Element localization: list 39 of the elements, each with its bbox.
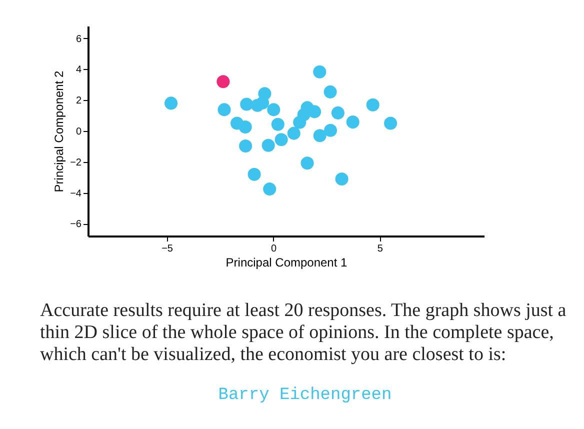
- point: [218, 103, 231, 116]
- point: [274, 133, 288, 146]
- point: [313, 129, 326, 142]
- y-tick-label: 2: [76, 96, 82, 107]
- point: [335, 172, 348, 186]
- point: [240, 98, 254, 111]
- point: [239, 139, 252, 152]
- y-tick-label: −2: [70, 157, 82, 168]
- text: Barry Eichengreen: [218, 386, 392, 405]
- x-tick-label: −5: [162, 244, 174, 254]
- point: [238, 120, 252, 134]
- y-tick-label: 0: [76, 126, 82, 138]
- point: [308, 105, 322, 118]
- point: [331, 106, 344, 120]
- point: [271, 118, 284, 131]
- point: [287, 126, 300, 140]
- point: [384, 116, 398, 130]
- point: [324, 124, 338, 137]
- point: [300, 156, 314, 170]
- y-tick-label: −6: [70, 219, 82, 230]
- point: [216, 75, 230, 88]
- text: Accurate results require at least 20 responses. The graph shows just a thin 2D slice of the whole space of opinions. In the complete space, which can't be visualized, the economist you are closest to is:: [40, 300, 567, 365]
- x-axis-title: Principal Component 1: [226, 256, 348, 270]
- y-tick-label: −4: [70, 188, 82, 200]
- point: [248, 168, 261, 181]
- x-tick-label: 0: [270, 244, 277, 254]
- x-tick-label: 5: [377, 244, 384, 254]
- y-tick-label: 4: [76, 64, 82, 76]
- y-tick-label: 6: [76, 34, 82, 45]
- point: [258, 87, 272, 100]
- point: [324, 85, 337, 98]
- point: [267, 103, 280, 116]
- point: [366, 98, 380, 112]
- point: [313, 65, 326, 78]
- point: [346, 116, 360, 129]
- point: [164, 96, 178, 110]
- point: [263, 182, 276, 196]
- point: [262, 138, 275, 152]
- y-axis-title: Principal Component 2: [52, 70, 66, 192]
